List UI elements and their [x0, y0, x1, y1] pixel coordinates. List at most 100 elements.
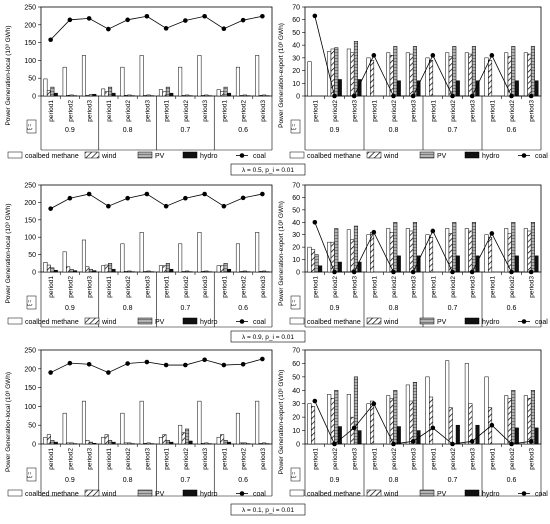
legend-label: coal: [253, 491, 266, 498]
coal-point: [87, 362, 92, 367]
bar-wind: [240, 271, 243, 272]
y-tick-label: 200: [24, 366, 36, 373]
bar-wind: [66, 443, 69, 444]
x-tick-label: period3: [470, 448, 477, 470]
bar-pv: [147, 443, 150, 444]
bar-coalbed-methane: [255, 401, 258, 444]
coal-point: [529, 94, 534, 99]
bar-pv: [128, 443, 131, 444]
legend-swatch-pv: [138, 490, 152, 496]
coal-point: [391, 442, 396, 447]
group-label: 0.7: [181, 477, 191, 484]
bar-coalbed-methane: [236, 67, 239, 96]
y-axis-label: Power Generation-local (10³ GWh): [5, 372, 12, 472]
bar-pv: [224, 263, 227, 272]
bar-pv: [394, 390, 398, 444]
coal-point: [145, 192, 150, 197]
y-tick-label: 70: [292, 348, 300, 355]
bar-coalbed-methane: [217, 437, 220, 444]
legend-label: wind: [383, 319, 399, 326]
bar-coalbed-methane: [44, 262, 47, 272]
legend-label: PV: [437, 153, 447, 160]
bar-pv: [335, 48, 339, 96]
y-tick-label: 0: [32, 270, 36, 277]
coal-point: [372, 230, 377, 235]
coal-point: [202, 14, 207, 19]
x-tick-label: period1: [371, 276, 378, 298]
x-tick-label: period3: [260, 448, 267, 470]
coal-point: [490, 53, 495, 58]
bar-pv: [531, 46, 535, 96]
group-label: 0.6: [507, 477, 517, 484]
bar-pv: [512, 46, 516, 96]
bar-wind: [143, 443, 146, 444]
legend-swatch-hydro: [183, 318, 197, 324]
y-tick-label: 50: [28, 252, 36, 259]
y-tick-label: 100: [24, 235, 36, 242]
bar-coalbed-methane: [198, 232, 201, 272]
legend-label: coalbed methane: [25, 153, 79, 160]
legend-swatch-pv: [420, 318, 434, 324]
bar-coalbed-methane: [327, 394, 331, 444]
bar-wind: [469, 404, 473, 444]
legend-swatch-pv: [138, 318, 152, 324]
bar-hydro: [338, 79, 342, 96]
y-axis-label: Power Generation-local (10³ GWh): [5, 203, 12, 303]
bar-coalbed-methane: [198, 55, 201, 96]
coal-point: [48, 37, 53, 42]
x-tick-label: period2: [391, 276, 398, 298]
legend-coal-marker: [522, 153, 527, 158]
x-tick-label: period2: [241, 448, 248, 470]
bar-pv: [70, 95, 73, 96]
bar-pv: [166, 87, 169, 96]
bar-coalbed-methane: [101, 89, 104, 96]
x-tick-label: period1: [489, 448, 496, 470]
bar-pv: [453, 46, 457, 96]
coal-point: [411, 439, 416, 444]
legend-swatch-hydro: [183, 490, 197, 496]
legend-label: wind: [383, 153, 399, 160]
coal-point: [411, 270, 416, 275]
bar-hydro: [318, 266, 322, 272]
bar-wind: [528, 398, 532, 444]
bar-wind: [488, 60, 492, 96]
coal-point: [241, 18, 246, 23]
legend-label: hydro: [482, 491, 500, 498]
bar-wind: [220, 92, 223, 96]
legend-swatch-wind: [367, 490, 381, 496]
legend-label: wind: [101, 491, 117, 498]
bar-coalbed-methane: [406, 229, 410, 273]
legend-coal-marker: [240, 319, 245, 324]
x-tick-label: period3: [352, 448, 359, 470]
bar-coalbed-methane: [121, 244, 124, 272]
y-axis-label: Power Generation-export (10³ GWh): [278, 370, 285, 475]
bar-hydro: [189, 441, 192, 444]
bar-pv: [394, 222, 398, 272]
bar-coalbed-methane: [445, 229, 449, 273]
coal-point: [241, 196, 246, 201]
coal-point: [352, 426, 357, 431]
group-label: 0.7: [181, 127, 191, 134]
bar-coalbed-methane: [159, 437, 162, 444]
x-tick-label: period2: [241, 276, 248, 298]
legend-label: coal: [253, 319, 266, 326]
legend-swatch-pv: [138, 152, 152, 158]
legend-label: coalbed methane: [25, 491, 79, 498]
legend-label: PV: [155, 491, 165, 498]
xi-label: ξ =: [28, 472, 34, 479]
caption-text: λ = 0.1, p_i = 0.01: [242, 507, 294, 514]
y-tick-label: 0: [32, 442, 36, 449]
bar-wind: [528, 54, 532, 96]
x-tick-label: period2: [67, 448, 74, 470]
y-axis-label: Power Generation-export (10³ GWh): [278, 201, 285, 306]
bar-pv: [166, 440, 169, 444]
x-tick-label: period1: [164, 448, 171, 470]
caption-text: λ = 0.5, p_i = 0.01: [242, 167, 294, 174]
bar-hydro: [397, 81, 401, 96]
group-label: 0.7: [448, 477, 458, 484]
legend-label: PV: [155, 319, 165, 326]
group-label: 0.8: [123, 477, 133, 484]
x-tick-label: period3: [260, 276, 267, 298]
bar-coalbed-methane: [308, 247, 312, 272]
